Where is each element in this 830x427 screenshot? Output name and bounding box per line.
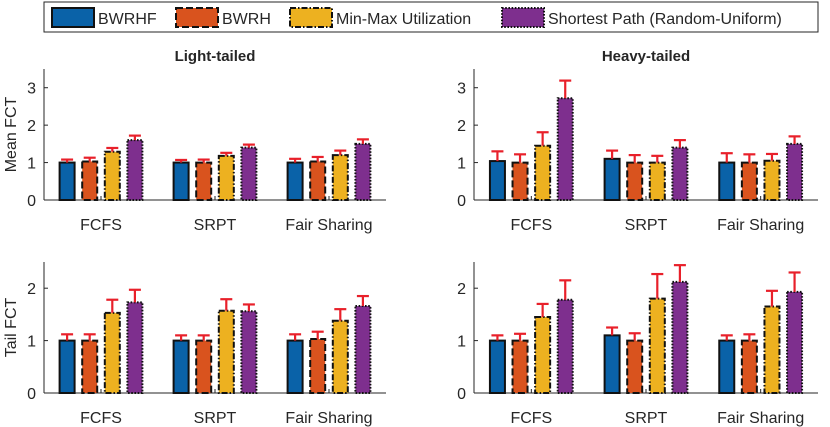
legend-swatch-bwrhf [51, 7, 95, 28]
bar-shortest-path-random-uniform-fcfs [126, 301, 144, 394]
chart-panel-3: 0 1 2 Tail FCT FCFS SRPT Fair Sharing [3, 262, 386, 427]
x-tick-label-fcfs: FCFS [80, 217, 122, 234]
bar-bwrh-fcfs [81, 339, 99, 395]
bar-min-max-utilization-fcfs [103, 311, 121, 394]
chart-panel-2: 0 1 2 3 Heavy-tailed FCFS SRPT Fair Sharing [457, 48, 818, 234]
bar-bwrhf-srpt [172, 339, 190, 395]
x-tick-label-srpt: SRPT [625, 217, 668, 234]
bar-bwrhf-srpt [603, 334, 621, 394]
bar-shortest-path-random-uniform-fair-sharing [354, 142, 372, 202]
y-tick-label: 1 [27, 334, 36, 351]
y-axis-label: Mean FCT [3, 96, 20, 172]
bar-min-max-utilization-fair-sharing [763, 305, 781, 395]
x-tick-label-fcfs: FCFS [80, 410, 122, 427]
bar-bwrh-fair-sharing [740, 339, 758, 395]
bar-shortest-path-random-uniform-srpt [240, 310, 258, 395]
bar-bwrh-fair-sharing [309, 160, 327, 202]
x-tick-label-fcfs: FCFS [510, 410, 552, 427]
bar-bwrhf-fair-sharing [286, 339, 304, 395]
x-tick-label-fair-sharing: Fair Sharing [285, 410, 372, 427]
bar-shortest-path-random-uniform-fcfs [556, 298, 574, 394]
bar-bwrh-srpt [195, 161, 213, 201]
bar-shortest-path-random-uniform-fair-sharing [786, 290, 804, 395]
bar-min-max-utilization-fair-sharing [331, 319, 349, 394]
bar-min-max-utilization-srpt [217, 309, 235, 394]
bar-bwrhf-fair-sharing [718, 339, 736, 395]
x-tick-label-fair-sharing: Fair Sharing [717, 217, 804, 234]
y-tick-label: 3 [27, 81, 36, 98]
bar-shortest-path-random-uniform-fcfs [556, 97, 574, 201]
y-tick-label: 1 [457, 156, 466, 173]
bar-min-max-utilization-fcfs [534, 144, 552, 202]
legend-swatch-bwrh [175, 7, 219, 28]
y-tick-label: 2 [27, 281, 36, 298]
x-tick-label-fcfs: FCFS [510, 217, 552, 234]
x-tick-label-fair-sharing: Fair Sharing [717, 410, 804, 427]
bar-bwrhf-fair-sharing [718, 161, 736, 201]
bar-bwrhf-fcfs [58, 339, 76, 395]
bar-min-max-utilization-fcfs [534, 316, 552, 394]
bar-bwrhf-fair-sharing [286, 161, 304, 201]
bar-min-max-utilization-srpt [648, 297, 666, 394]
bar-bwrh-srpt [626, 339, 644, 395]
legend-swatch-min-max-utilization [289, 7, 333, 28]
bar-min-max-utilization-srpt [648, 161, 666, 201]
y-tick-label: 0 [27, 193, 36, 210]
bar-shortest-path-random-uniform-srpt [671, 280, 689, 394]
y-tick-label: 2 [457, 281, 466, 298]
y-tick-label: 3 [457, 81, 466, 98]
bar-min-max-utilization-fcfs [103, 150, 121, 202]
bar-bwrhf-fcfs [488, 160, 506, 201]
legend-label-bwrh: BWRH [222, 11, 271, 28]
y-tick-label: 1 [457, 334, 466, 351]
legend-label-min-max-utilization: Min-Max Utilization [336, 11, 471, 28]
bar-bwrh-fair-sharing [309, 338, 327, 395]
panel-title: Light-tailed [175, 48, 256, 65]
bar-shortest-path-random-uniform-fair-sharing [786, 142, 804, 202]
panel-title: Heavy-tailed [602, 48, 690, 65]
legend-box [43, 1, 819, 33]
bar-min-max-utilization-fair-sharing [763, 159, 781, 201]
y-tick-label: 2 [457, 118, 466, 135]
bar-shortest-path-random-uniform-srpt [240, 146, 258, 202]
chart-panel-1: 0 1 2 3 Light-tailed Mean FCT FCFS SRPT Fair Sha… [3, 48, 386, 234]
chart-panel-4: 0 1 2 FCFS SRPT Fair Sharing [457, 262, 818, 427]
bar-shortest-path-random-uniform-srpt [671, 146, 689, 202]
legend-label-bwrhf: BWRHF [98, 11, 157, 28]
legend-swatch-shortest-path-random-uniform [501, 7, 545, 28]
bar-shortest-path-random-uniform-fair-sharing [354, 305, 372, 394]
y-tick-label: 0 [457, 193, 466, 210]
x-tick-label-srpt: SRPT [194, 217, 237, 234]
y-tick-label: 0 [27, 386, 36, 403]
bar-shortest-path-random-uniform-fcfs [126, 139, 144, 202]
legend-label-shortest-path-random-uniform: Shortest Path (Random-Uniform) [548, 11, 782, 28]
bar-min-max-utilization-srpt [217, 154, 235, 202]
bar-bwrhf-srpt [172, 161, 190, 201]
bar-bwrh-fcfs [511, 161, 529, 201]
y-tick-label: 2 [27, 118, 36, 135]
y-axis-label: Tail FCT [3, 298, 20, 358]
x-tick-label-srpt: SRPT [194, 410, 237, 427]
bar-bwrh-fcfs [511, 339, 529, 395]
bar-bwrh-fcfs [81, 160, 99, 202]
bar-min-max-utilization-fair-sharing [331, 154, 349, 201]
x-tick-label-fair-sharing: Fair Sharing [285, 217, 372, 234]
bar-bwrh-srpt [626, 161, 644, 201]
bar-bwrh-srpt [195, 339, 213, 395]
x-tick-label-srpt: SRPT [625, 410, 668, 427]
y-tick-label: 0 [457, 386, 466, 403]
bar-bwrh-fair-sharing [740, 161, 758, 201]
bar-bwrhf-fcfs [488, 339, 506, 395]
legend: BWRHF BWRH Min-Max Utilization Shortest Pat… [43, 1, 819, 33]
bar-bwrhf-srpt [603, 157, 621, 201]
bar-bwrhf-fcfs [58, 161, 76, 201]
y-tick-label: 1 [27, 156, 36, 173]
